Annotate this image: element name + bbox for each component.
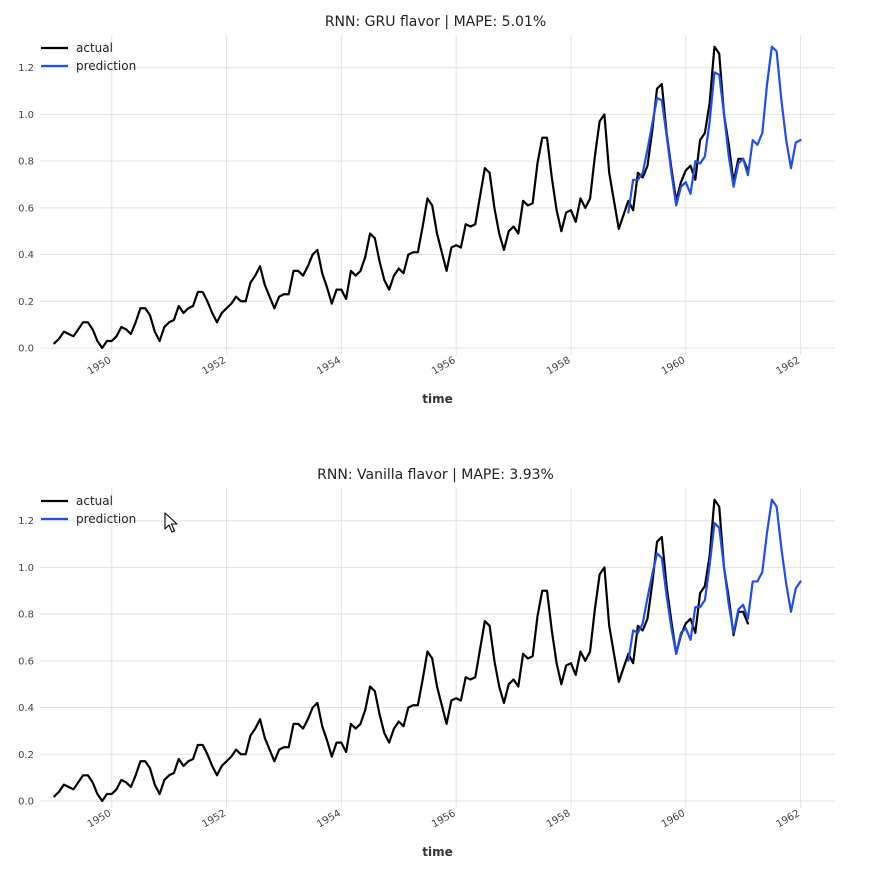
chart-title: RNN: GRU flavor | MAPE: 5.01%	[325, 14, 546, 30]
chart-panel-1: 0.0 0.2 0.4 0.6 0.8 1.0 1.2 1950 1952 1954 1956 195…	[18, 14, 835, 406]
legend: actual prediction	[41, 494, 136, 526]
y-tick-label: 1.2	[18, 516, 34, 527]
x-tick-label: 1962	[775, 355, 803, 377]
x-axis-label: time	[422, 392, 453, 406]
x-tick-label: 1952	[201, 808, 229, 830]
mouse-cursor-icon	[164, 512, 178, 533]
x-tick-label: 1950	[86, 355, 114, 377]
x-tick-label: 1956	[430, 808, 458, 830]
y-tick-label: 0.0	[18, 796, 34, 807]
y-tick-label: 0.8	[18, 157, 34, 168]
y-tick-label: 1.0	[18, 563, 34, 574]
y-tick-label: 1.2	[18, 63, 34, 74]
y-tick-label: 0.4	[18, 703, 34, 714]
legend-label-actual: actual	[76, 494, 113, 508]
x-tick-label: 1962	[775, 808, 803, 830]
chart-panel-2: 0.0 0.2 0.4 0.6 0.8 1.0 1.2 1950 1952 1954 1956 195…	[18, 467, 835, 859]
y-tick-label: 0.2	[18, 297, 34, 308]
legend-label-prediction: prediction	[76, 59, 136, 73]
x-tick-label: 1950	[86, 808, 114, 830]
x-tick-label: 1960	[660, 355, 688, 377]
x-axis-label: time	[422, 845, 453, 859]
legend-label-prediction: prediction	[76, 512, 136, 526]
x-tick-label: 1952	[201, 355, 229, 377]
y-tick-label: 1.0	[18, 110, 34, 121]
x-tick-label: 1956	[430, 355, 458, 377]
series-line-actual	[53, 498, 750, 803]
series-line-prediction	[627, 45, 802, 214]
series-line-prediction	[627, 498, 802, 662]
legend: actual prediction	[41, 41, 136, 73]
x-tick-label: 1954	[315, 355, 343, 377]
legend-label-actual: actual	[76, 41, 113, 55]
y-tick-label: 0.8	[18, 610, 34, 621]
chart-title: RNN: Vanilla flavor | MAPE: 3.93%	[317, 467, 554, 483]
series-line-actual	[53, 45, 750, 350]
y-tick-label: 0.6	[18, 656, 34, 667]
y-tick-label: 0.2	[18, 750, 34, 761]
y-tick-label: 0.4	[18, 250, 34, 261]
x-tick-label: 1960	[660, 808, 688, 830]
x-tick-label: 1954	[315, 808, 343, 830]
y-tick-label: 0.6	[18, 203, 34, 214]
x-tick-label: 1958	[545, 808, 573, 830]
x-tick-label: 1958	[545, 355, 573, 377]
y-tick-label: 0.0	[18, 343, 34, 354]
